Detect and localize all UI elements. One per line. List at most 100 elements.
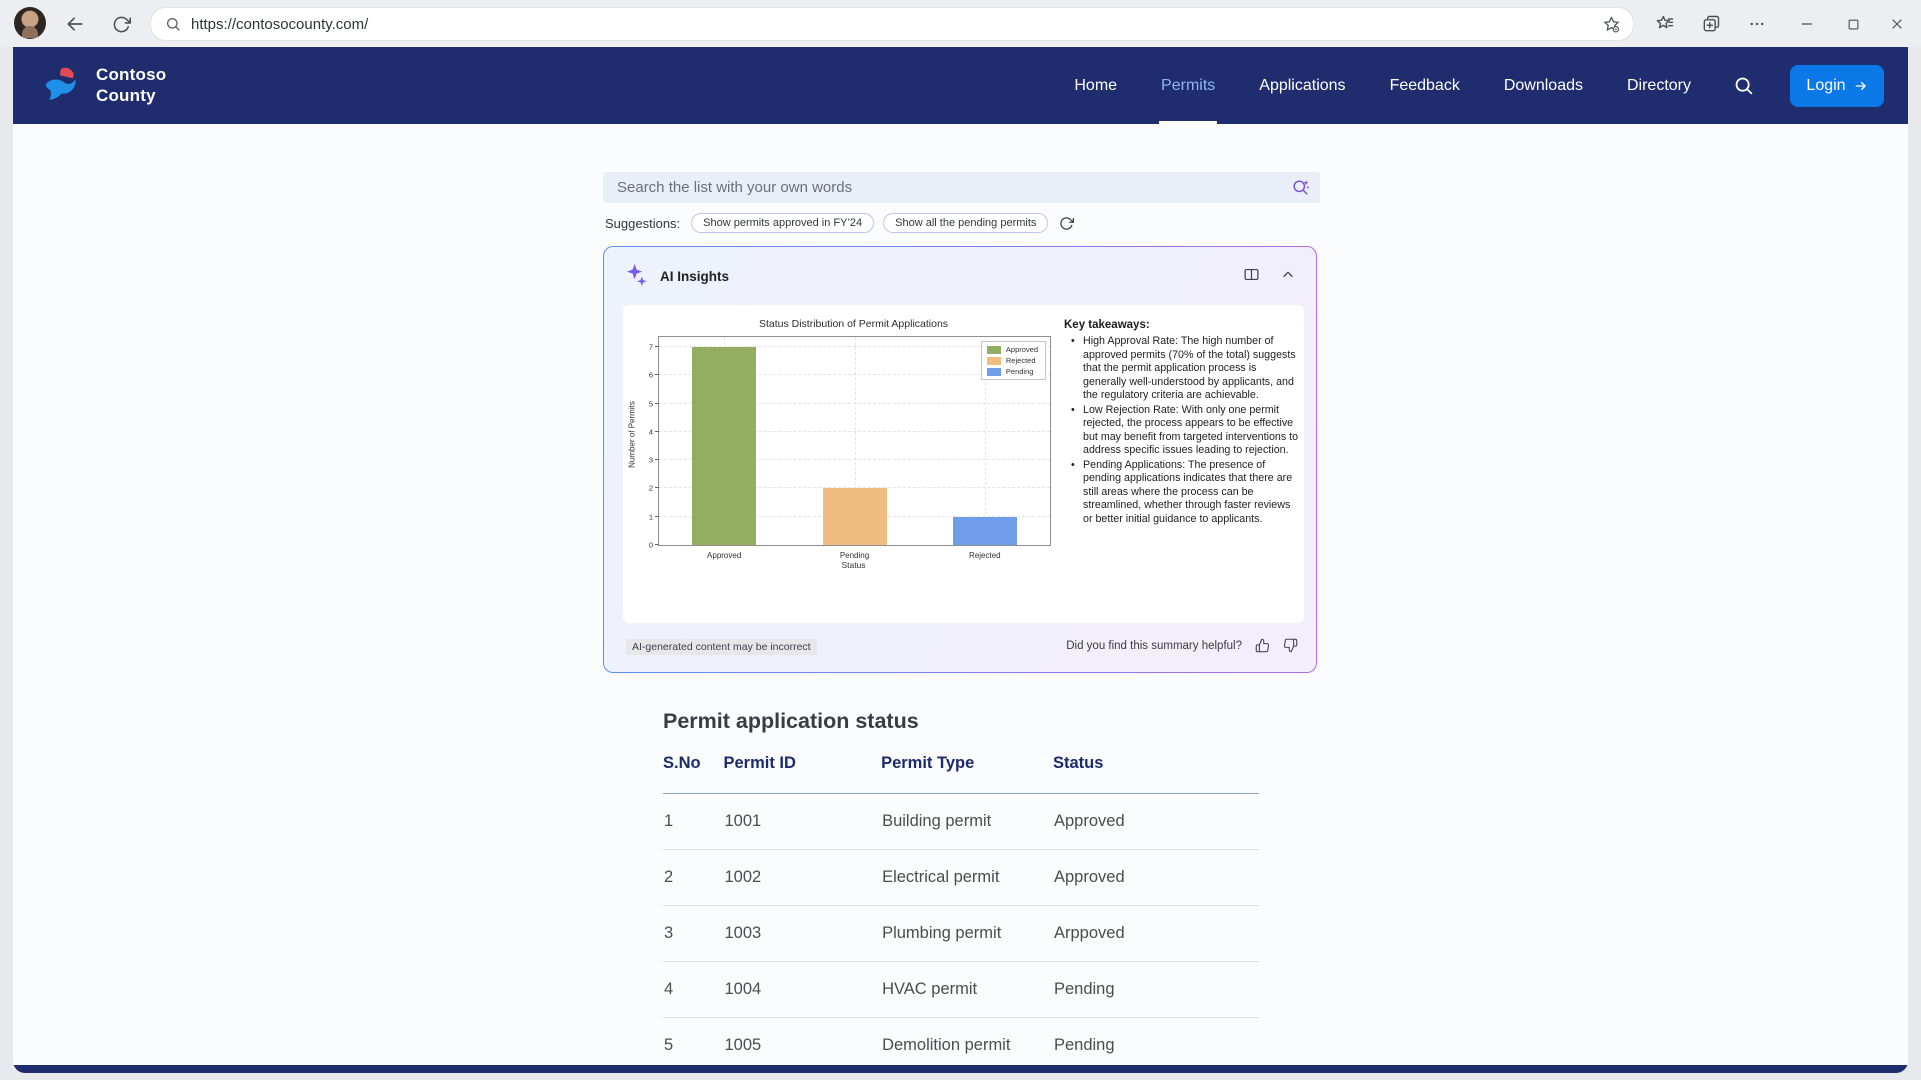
table-cell: Electrical permit [881,849,1053,906]
table-row: 4 1004 HVAC permit Pending [663,961,1259,1018]
takeaway-item: High Approval Rate: The high number of a… [1064,335,1302,403]
legend-entry: Approved [986,345,1038,354]
brand[interactable]: Contoso County [40,63,166,109]
county-logo-icon [40,63,86,109]
login-button[interactable]: Login [1790,64,1884,107]
site-navbar: Contoso County Home Permits Applications Fe… [13,47,1908,124]
x-tick-label: Approved [707,551,742,560]
table-cell: HVAC permit [881,961,1053,1018]
site-footer [13,1065,1908,1073]
thumbs-up-icon[interactable] [1255,638,1270,653]
url-text: https://contosocounty.com/ [191,15,369,33]
legend-label: Approved [1005,345,1038,354]
gridline-v [984,337,986,545]
refresh-icon[interactable] [108,11,134,37]
back-icon[interactable] [62,11,88,37]
takeaway-item: Pending Applications: The presence of pe… [1064,459,1302,527]
nav-search-icon[interactable] [1733,75,1754,96]
bar-approved [692,346,757,545]
y-tick-label: 5 [648,399,653,409]
y-tickmark [655,515,659,517]
profile-avatar[interactable] [14,7,46,39]
thumbs-down-icon[interactable] [1283,638,1298,653]
table-cell: Pending [1052,961,1259,1018]
suggestions-row: Suggestions: Show permits approved in FY… [605,213,1075,233]
ai-disclaimer: AI-generated content may be incorrect [626,639,817,655]
table-cell: 4 [663,961,724,1018]
gridline-v [854,337,856,545]
ai-summary-card: Status Distribution of Permit Applicatio… [623,305,1304,623]
suggestion-chip-1[interactable]: Show permits approved in FY’24 [691,213,875,233]
minimize-icon[interactable] [1794,11,1820,37]
legend-swatch [986,367,1001,376]
ai-panel-title: AI Insights [660,269,730,284]
table-cell: 2 [663,849,724,906]
y-tickmark [655,459,659,461]
address-bar[interactable]: https://contosocounty.com/ [150,7,1634,41]
table-cell: Demolition permit [881,1017,1053,1073]
y-tickmark [655,345,659,347]
y-tick-label: 4 [648,427,653,437]
nav-link-directory[interactable]: Directory [1626,76,1691,94]
column-header: Permit Type [881,746,1053,794]
chevron-up-icon[interactable] [1280,267,1296,283]
nav-link-feedback[interactable]: Feedback [1389,76,1460,94]
table-cell: 1001 [723,793,882,850]
table-cell: 5 [663,1017,724,1073]
legend-label: Rejected [1005,356,1036,365]
permit-table: S.No Permit ID Permit Type Status 1 1001 Buil… [663,746,1259,1073]
ai-sparkles-icon [624,262,651,289]
table-cell: 1005 [723,1017,882,1073]
favorites-icon[interactable] [1652,11,1678,37]
table-cell: 1 [663,793,724,850]
y-tickmark [655,374,659,376]
chart-legend: Approved Rejected Pending [980,341,1046,380]
suggestions-refresh-icon[interactable] [1059,216,1075,231]
y-tickmark [655,487,659,489]
ai-panel-header: AI Insights [604,247,1316,303]
table-cell: 3 [663,905,724,962]
browser-chrome: https://contosocounty.com/ [0,0,1921,47]
chart-title: Status Distribution of Permit Applicatio… [758,318,949,330]
search-input[interactable] [603,172,1291,203]
column-header: S.No [663,746,724,794]
y-tick-label: 6 [648,370,653,380]
collections-icon[interactable] [1698,11,1724,37]
y-tick-label: 0 [648,540,653,550]
y-tickmark [655,430,659,432]
maximize-icon[interactable] [1840,11,1866,37]
chart-x-axis-label: Status [841,560,866,570]
bar-rejected [952,516,1017,545]
chart-plot: Approved Rejected Pending 0 1 2 3 4 5 6 7 Approved… [649,336,1051,560]
login-label: Login [1806,76,1846,94]
nav-link-downloads[interactable]: Downloads [1503,76,1583,94]
ai-insights-panel: AI Insights Status Distribution of Permi… [603,246,1317,673]
legend-swatch [986,356,1001,365]
nav-link-applications[interactable]: Applications [1259,76,1346,94]
bar-pending [822,488,887,545]
y-tick-label: 1 [648,512,653,522]
nav-link-permits[interactable]: Permits [1159,47,1218,124]
suggestion-chip-2[interactable]: Show all the pending permits [883,213,1049,233]
x-tick-label: Pending [839,551,870,560]
ai-search-icon[interactable] [1291,178,1310,197]
table-cell: 1004 [723,961,882,1018]
arrow-right-icon [1855,81,1866,90]
close-icon[interactable] [1884,11,1910,37]
table-cell: Approved [1052,849,1259,906]
nav-link-home[interactable]: Home [1074,76,1118,94]
legend-label: Pending [1005,367,1034,376]
table-body: 1 1001 Building permit Approved 2 1002 Electri… [663,793,1259,1073]
add-favorite-icon[interactable] [1602,15,1621,34]
split-view-icon[interactable] [1243,266,1260,283]
menu-ellipsis-icon[interactable] [1744,11,1770,37]
table-cell: Arppoved [1052,905,1259,962]
table-row: 2 1002 Electrical permit Approved [663,849,1259,906]
ai-panel-footer: AI-generated content may be incorrect Di… [604,636,1316,660]
table-cell: Plumbing permit [881,905,1053,962]
legend-swatch [986,345,1001,354]
table-cell: 1003 [723,905,882,962]
x-tick-label: Rejected [969,551,1001,560]
table-cell: 1002 [723,849,882,906]
